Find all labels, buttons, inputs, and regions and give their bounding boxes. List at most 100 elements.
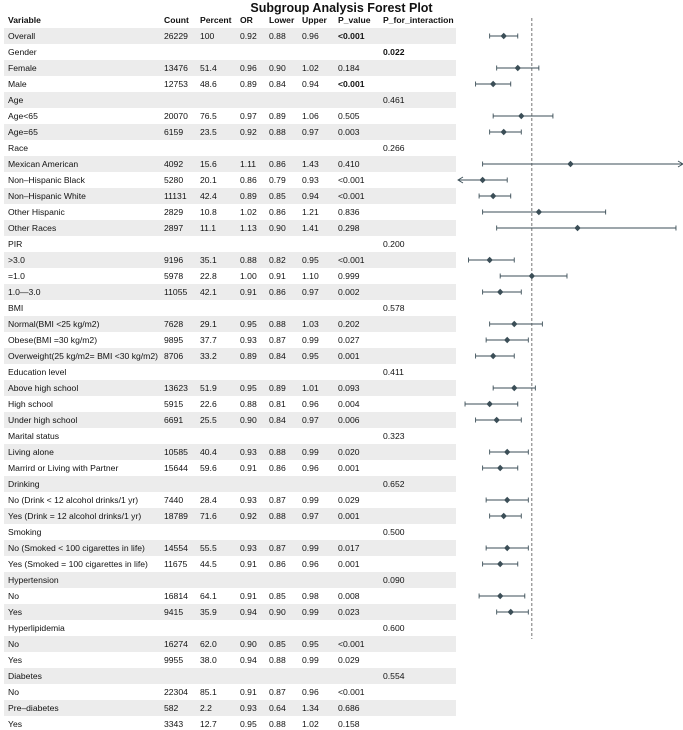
- row-band: [4, 508, 456, 524]
- cell-label: Obese(BMI =30 kg/m2): [8, 335, 98, 345]
- cell-label: Diabetes: [8, 671, 42, 681]
- or-point: [500, 512, 507, 520]
- cell-label: No: [8, 639, 19, 649]
- or-point: [504, 336, 511, 344]
- cell-count: 9415: [164, 607, 184, 617]
- cell-count: 5915: [164, 399, 184, 409]
- or-point: [518, 112, 525, 120]
- cell-p-value: 0.029: [338, 495, 360, 505]
- cell-upper: 0.95: [302, 639, 319, 649]
- cell-percent: 11.1: [200, 223, 217, 233]
- cell-label: Non–Hispanic Black: [8, 175, 85, 185]
- or-point: [489, 80, 497, 88]
- cell-percent: 10.8: [200, 207, 217, 217]
- cell-or: 0.93: [240, 335, 257, 345]
- cell-upper: 1.10: [302, 271, 319, 281]
- cell-percent: 20.1: [200, 175, 217, 185]
- cell-label: Overweight(25 kg/m2= BMI <30 kg/m2): [8, 351, 158, 361]
- cell-upper: 1.02: [302, 63, 319, 73]
- cell-percent: 22.6: [200, 399, 217, 409]
- cell-p-value: 0.002: [338, 287, 360, 297]
- cell-lower: 0.87: [269, 687, 286, 697]
- row-band: [4, 700, 456, 716]
- cell-lower: 0.88: [269, 719, 286, 729]
- cell-p-value: 0.003: [338, 127, 360, 137]
- header-lower: Lower: [269, 15, 295, 25]
- cell-label: Age: [8, 95, 24, 105]
- cell-percent: 48.6: [200, 79, 217, 89]
- or-point: [504, 544, 511, 552]
- row-band: [4, 156, 456, 172]
- header-upper: Upper: [302, 15, 327, 25]
- ci-arrow: [457, 176, 464, 184]
- cell-p-interaction: 0.022: [383, 47, 405, 57]
- cell-p-interaction: 0.600: [383, 623, 405, 633]
- cell-or: 0.89: [240, 79, 257, 89]
- cell-label: Yes: [8, 607, 23, 617]
- cell-count: 12753: [164, 79, 188, 89]
- cell-percent: 42.4: [200, 191, 217, 201]
- cell-percent: 22.8: [200, 271, 217, 281]
- cell-upper: 0.94: [302, 191, 319, 201]
- cell-label: No: [8, 687, 19, 697]
- cell-p-interaction: 0.200: [383, 239, 405, 249]
- cell-label: Above high school: [8, 383, 79, 393]
- or-point: [486, 256, 493, 264]
- cell-label: Marrird or Living with Partner: [8, 463, 119, 473]
- cell-label: Yes (Drink = 12 alcohol drinks/1 yr): [8, 511, 142, 521]
- or-point: [489, 192, 497, 200]
- cell-count: 26229: [164, 31, 188, 41]
- cell-label: Hyperlipidemia: [8, 623, 65, 633]
- cell-or: 0.88: [240, 399, 257, 409]
- cell-upper: 0.97: [302, 287, 319, 297]
- cell-percent: 35.9: [200, 607, 217, 617]
- cell-or: 0.93: [240, 543, 257, 553]
- cell-upper: 0.96: [302, 399, 319, 409]
- cell-label: Hypertension: [8, 575, 59, 585]
- cell-p-value: <0.001: [338, 191, 365, 201]
- cell-p-value: 0.023: [338, 607, 360, 617]
- cell-or: 0.91: [240, 287, 257, 297]
- cell-p-value: <0.001: [338, 31, 365, 41]
- cell-p-value: <0.001: [338, 687, 365, 697]
- cell-p-value: <0.001: [338, 639, 365, 649]
- cell-lower: 0.88: [269, 511, 286, 521]
- cell-count: 13476: [164, 63, 188, 73]
- cell-lower: 0.86: [269, 159, 286, 169]
- cell-label: Age<65: [8, 111, 38, 121]
- cell-label: >3.0: [8, 255, 25, 265]
- cell-lower: 0.89: [269, 383, 286, 393]
- cell-count: 7440: [164, 495, 184, 505]
- cell-upper: 1.06: [302, 111, 319, 121]
- cell-label: Other Hispanic: [8, 207, 65, 217]
- cell-lower: 0.91: [269, 271, 286, 281]
- cell-or: 0.94: [240, 607, 257, 617]
- cell-label: Living alone: [8, 447, 54, 457]
- cell-percent: 2.2: [200, 703, 212, 713]
- cell-p-value: 0.410: [338, 159, 360, 169]
- cell-or: 0.91: [240, 591, 257, 601]
- cell-label: =1.0: [8, 271, 25, 281]
- cell-or: 0.92: [240, 511, 257, 521]
- cell-percent: 55.5: [200, 543, 217, 553]
- row-band: [4, 540, 456, 556]
- row-band: [4, 572, 456, 588]
- cell-upper: 1.03: [302, 319, 319, 329]
- cell-count: 9955: [164, 655, 184, 665]
- cell-count: 14554: [164, 543, 188, 553]
- cell-lower: 0.82: [269, 255, 286, 265]
- cell-p-interaction: 0.578: [383, 303, 405, 313]
- or-point: [511, 384, 518, 392]
- cell-count: 9196: [164, 255, 184, 265]
- cell-label: Age=65: [8, 127, 38, 137]
- cell-lower: 0.79: [269, 175, 286, 185]
- cell-p-value: 0.004: [338, 399, 360, 409]
- cell-label: No (Smoked < 100 cigarettes in life): [8, 543, 145, 553]
- cell-or: 0.94: [240, 655, 257, 665]
- cell-count: 22304: [164, 687, 188, 697]
- or-point: [493, 416, 500, 424]
- or-point: [496, 560, 504, 568]
- or-point: [567, 160, 574, 168]
- or-point: [486, 400, 493, 408]
- header-or: OR: [240, 15, 253, 25]
